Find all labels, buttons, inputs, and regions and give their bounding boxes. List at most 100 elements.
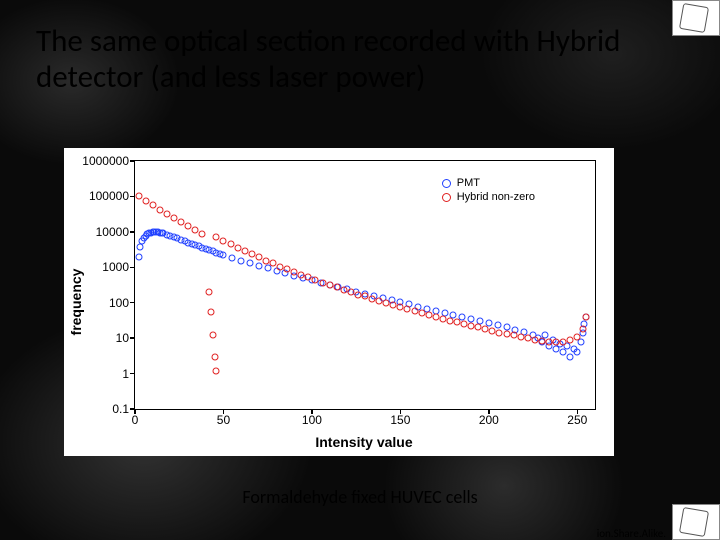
data-point (354, 291, 361, 298)
data-point (229, 254, 236, 261)
data-point (390, 302, 397, 309)
data-point (211, 353, 218, 360)
data-point (213, 367, 220, 374)
data-point (583, 313, 590, 320)
data-point (206, 289, 213, 296)
logo-badge-top (672, 0, 720, 36)
plot-area: PMT Hybrid non-zero 0.111010010001000010… (134, 160, 596, 410)
data-point (192, 227, 199, 234)
data-point (538, 337, 545, 344)
data-point (503, 331, 510, 338)
data-point (209, 332, 216, 339)
legend-label: PMT (457, 177, 480, 189)
data-point (326, 281, 333, 288)
data-point (234, 245, 241, 252)
data-point (553, 338, 560, 345)
data-point (579, 326, 586, 333)
data-point (546, 338, 553, 345)
data-point (178, 219, 185, 226)
data-point (404, 306, 411, 313)
data-point (489, 327, 496, 334)
data-point (333, 284, 340, 291)
data-point (517, 333, 524, 340)
data-point (468, 323, 475, 330)
data-point (560, 349, 567, 356)
data-point (149, 202, 156, 209)
legend: PMT Hybrid non-zero (442, 177, 535, 205)
data-point (213, 234, 220, 241)
legend-item: Hybrid non-zero (442, 191, 535, 203)
data-point (220, 252, 227, 259)
data-point (199, 230, 206, 237)
data-point (305, 274, 312, 281)
license-fragment: ion.Share.Alike. (597, 527, 666, 540)
data-point (574, 333, 581, 340)
data-point (255, 262, 262, 269)
data-point (312, 276, 319, 283)
logo-badge-bottom (672, 504, 720, 540)
data-point (461, 321, 468, 328)
data-point (241, 248, 248, 255)
data-point (494, 322, 501, 329)
data-point (510, 332, 517, 339)
data-point (369, 295, 376, 302)
data-point (220, 238, 227, 245)
data-point (432, 313, 439, 320)
y-tick-label: 100000 (89, 189, 135, 203)
data-point (277, 263, 284, 270)
slide-root: The same optical section recorded with H… (0, 0, 720, 540)
data-point (459, 313, 466, 320)
data-point (475, 324, 482, 331)
data-point (446, 317, 453, 324)
data-point (496, 329, 503, 336)
data-point (135, 193, 142, 200)
data-point (482, 326, 489, 333)
data-point (531, 336, 538, 343)
x-axis-label: Intensity value (134, 434, 594, 450)
data-point (524, 335, 531, 342)
data-point (156, 206, 163, 213)
data-point (468, 315, 475, 322)
data-point (270, 260, 277, 267)
data-point (454, 319, 461, 326)
data-point (163, 210, 170, 217)
data-point (340, 286, 347, 293)
data-point (319, 279, 326, 286)
chart-panel: frequency PMT Hybrid non-zero 0.11101001… (64, 148, 614, 456)
data-point (362, 293, 369, 300)
legend-swatch-hybrid (442, 193, 451, 202)
y-axis-label: frequency (68, 269, 84, 336)
data-point (560, 338, 567, 345)
data-point (439, 315, 446, 322)
legend-label: Hybrid non-zero (457, 191, 535, 203)
y-tick-label: 1000000 (82, 154, 135, 168)
data-point (255, 254, 262, 261)
data-point (208, 309, 215, 316)
data-point (411, 308, 418, 315)
data-point (574, 349, 581, 356)
data-point (262, 257, 269, 264)
data-point (397, 304, 404, 311)
slide-title: The same optical section recorded with H… (36, 24, 684, 95)
data-point (298, 271, 305, 278)
data-point (425, 312, 432, 319)
data-point (383, 300, 390, 307)
caption: Formaldehyde fixed HUVEC cells (0, 486, 720, 508)
data-point (135, 253, 142, 260)
data-point (567, 353, 574, 360)
data-point (247, 260, 254, 267)
data-point (248, 251, 255, 258)
data-point (567, 336, 574, 343)
legend-item: PMT (442, 177, 535, 189)
data-point (142, 198, 149, 205)
data-point (170, 215, 177, 222)
legend-swatch-pmt (442, 179, 451, 188)
data-point (291, 269, 298, 276)
data-point (347, 289, 354, 296)
data-point (185, 223, 192, 230)
data-point (418, 310, 425, 317)
data-point (376, 297, 383, 304)
data-point (284, 266, 291, 273)
data-point (227, 241, 234, 248)
data-point (238, 257, 245, 264)
